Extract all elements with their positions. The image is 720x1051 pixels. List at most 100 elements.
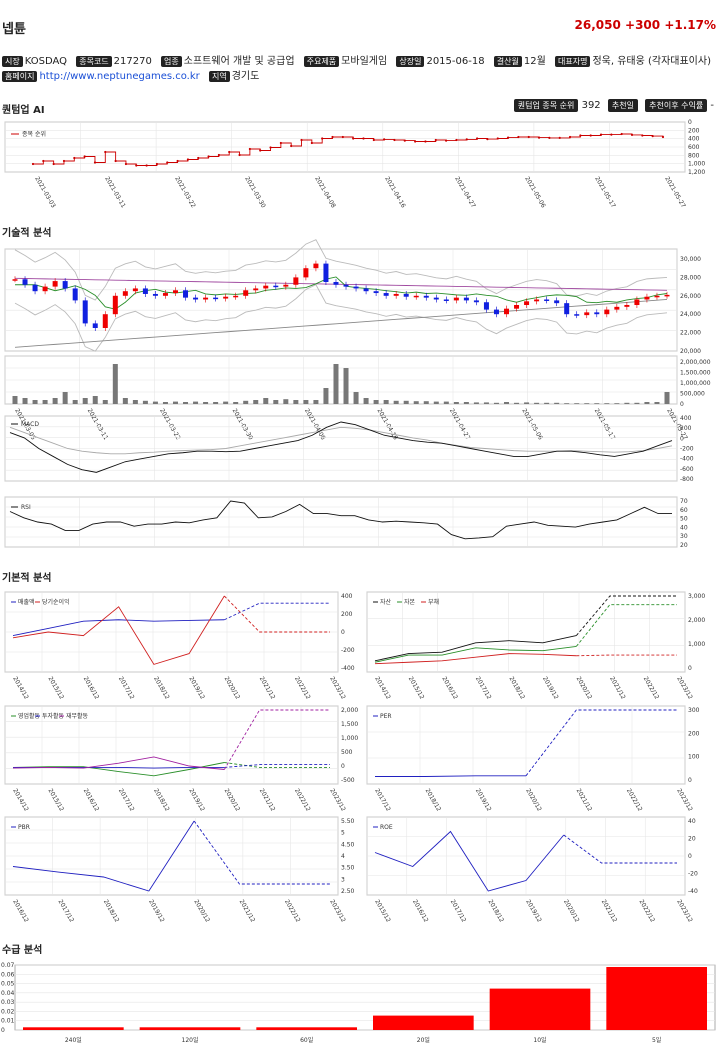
cashflow-chart-year-label: 2022/12 xyxy=(293,788,312,813)
volume-ytick: 1,500,000 xyxy=(680,370,711,377)
rank-date-label: 2021-03-03 xyxy=(33,176,57,210)
price-summary: 26,050 +300 +1.17% xyxy=(575,18,716,32)
candle-body xyxy=(243,290,249,296)
assets-chart-year-label: 2020/12 xyxy=(575,676,594,701)
rank-point xyxy=(83,155,86,158)
roe-chart-ytick: 0 xyxy=(688,853,692,860)
rank-point xyxy=(104,150,107,154)
volume-bar xyxy=(172,401,178,404)
volume-bar xyxy=(453,402,459,404)
supply-bar xyxy=(23,1027,124,1030)
candle-body xyxy=(483,302,489,310)
roe-chart-year-label: 2022/12 xyxy=(638,899,657,924)
volume-bar xyxy=(594,403,600,404)
rank-point xyxy=(372,138,375,142)
candle-body xyxy=(443,299,449,301)
rec-return-value: - xyxy=(710,100,714,111)
sales-chart-ytick: 0 xyxy=(341,629,345,636)
macd-ytick: -400 xyxy=(680,456,694,463)
pbr-chart-year-label: 2023/12 xyxy=(328,899,347,924)
volume-bar xyxy=(183,402,189,404)
candle-body xyxy=(253,288,259,291)
assets-chart-year-label: 2017/12 xyxy=(474,676,493,701)
rank-point xyxy=(62,159,66,163)
supply-ytick: 0.06 xyxy=(1,971,15,978)
assets-chart-line xyxy=(374,645,577,663)
rank-point xyxy=(579,134,582,137)
volume-bar xyxy=(293,400,299,404)
macd-ytick: 200 xyxy=(680,425,692,432)
volume-bar xyxy=(644,402,650,404)
candle-body xyxy=(584,312,590,316)
pbr-chart-ytick: 4 xyxy=(341,853,345,860)
rank-point xyxy=(31,162,35,166)
cashflow-chart-ytick: -500 xyxy=(341,777,355,784)
volume-bar xyxy=(223,401,229,404)
rank-point xyxy=(548,136,551,139)
cashflow-chart-ytick: 1,500 xyxy=(341,721,358,728)
volume-bar xyxy=(534,402,540,404)
candle-body xyxy=(353,286,359,289)
rank-point xyxy=(124,162,128,166)
volume-bar xyxy=(343,368,349,404)
candle-body xyxy=(594,312,600,315)
macd-ytick: -800 xyxy=(680,476,694,483)
candle-body xyxy=(564,303,570,315)
cashflow-chart-ytick: 1,000 xyxy=(341,735,358,742)
candle-body xyxy=(463,297,469,301)
rank-point xyxy=(248,147,251,151)
volume-date-label: 2021-04-08 xyxy=(303,408,327,442)
homepage-link[interactable]: http://www.neptunegames.co.kr xyxy=(39,71,200,82)
cashflow-chart-forecast-line xyxy=(224,764,330,768)
rank-point xyxy=(403,139,406,142)
rank-point xyxy=(321,137,324,140)
macd-ytick: 0 xyxy=(680,435,684,442)
value-listing-date: 2015-06-18 xyxy=(426,56,485,67)
rank-point xyxy=(352,137,355,140)
sales-chart-year-label: 2014/12 xyxy=(11,676,30,701)
pbr-chart-year-label: 2020/12 xyxy=(192,899,211,924)
rank-point xyxy=(651,135,654,138)
rsi-ytick: 50 xyxy=(680,516,688,523)
volume-date-label: 2021-05-06 xyxy=(520,408,544,442)
cashflow-chart-year-label: 2019/12 xyxy=(187,788,206,813)
rank-point xyxy=(93,161,97,164)
candle-body xyxy=(313,263,319,269)
volume-bar xyxy=(524,402,530,404)
volume-bar xyxy=(554,402,560,404)
rank-point xyxy=(73,156,76,160)
rank-date-label: 2021-03-11 xyxy=(103,176,127,210)
rank-point xyxy=(310,141,313,145)
roe-chart-year-label: 2018/12 xyxy=(487,899,506,924)
rec-date-label: 추천일 xyxy=(607,99,638,112)
cashflow-chart-year-label: 2018/12 xyxy=(152,788,171,813)
rsi-line xyxy=(9,500,672,540)
roe-chart-year-label: 2015/12 xyxy=(373,899,392,924)
label-product: 주요제품 xyxy=(303,56,340,67)
rank-point xyxy=(155,162,159,166)
supply-category-label: 60일 xyxy=(300,1036,313,1044)
cashflow-chart-year-label: 2016/12 xyxy=(82,788,101,813)
roe-chart-legend-label: ROE xyxy=(380,824,393,831)
value-product: 모바일게임 xyxy=(341,56,388,67)
rank-date-label: 2021-05-17 xyxy=(593,176,617,210)
rank-date-label: 2021-04-08 xyxy=(313,176,337,210)
volume-bar xyxy=(544,402,550,404)
price-ytick: 22,000 xyxy=(680,330,701,337)
volume-bar xyxy=(463,402,469,404)
macd-signal-line xyxy=(9,426,673,455)
roe-chart-year-label: 2016/12 xyxy=(411,899,430,924)
rank-point xyxy=(414,140,417,143)
supply-bar xyxy=(256,1027,357,1030)
volume-bar xyxy=(504,402,510,404)
volume-bar xyxy=(423,401,429,404)
volume-bar xyxy=(634,402,640,404)
cashflow-chart-ytick: 0 xyxy=(341,763,345,770)
rec-return-label: 추천이후 수익률 xyxy=(645,99,708,112)
rank-date-label: 2021-03-22 xyxy=(173,176,197,210)
macd-legend-label: MACD xyxy=(21,421,39,428)
pbr-chart-ytick: 2.50 xyxy=(341,888,355,895)
candle-body xyxy=(72,288,78,301)
candle-body xyxy=(634,299,640,305)
rank-ytick: 600 xyxy=(688,144,700,151)
